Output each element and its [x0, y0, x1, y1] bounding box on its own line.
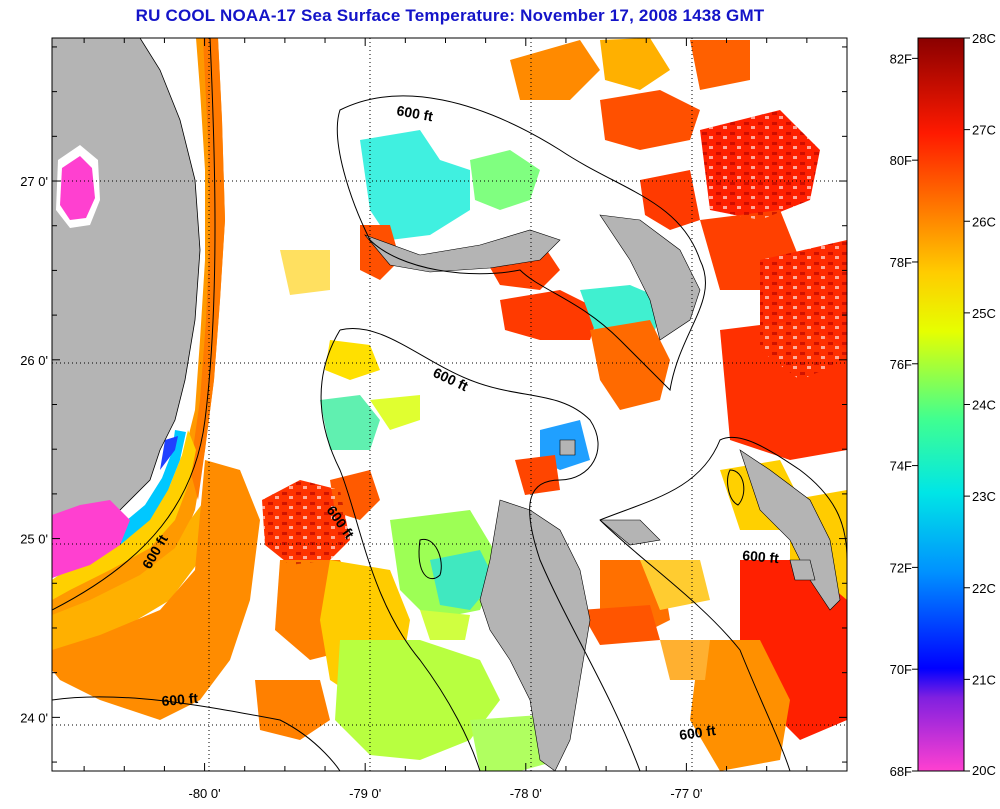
colorbar-celsius-label: 25C — [972, 306, 996, 321]
map-title: RU COOL NOAA-17 Sea Surface Temperature:… — [135, 6, 765, 25]
colorbar-celsius-label: 21C — [972, 672, 996, 687]
map-area — [52, 38, 847, 771]
colorbar-fahrenheit-label: 78F — [890, 255, 912, 270]
colorbar: 82F 80F 78F 76F 74F 72F 70F 68F 28C 27C 26C 25C 24C… — [890, 31, 996, 779]
colorbar-fahrenheit-label: 70F — [890, 662, 912, 677]
contour-label: 600 ft — [395, 102, 434, 124]
lat-tick-label: 25 0' — [20, 532, 48, 547]
colorbar-celsius-label: 20C — [972, 763, 996, 778]
contour-label: 600 ft — [742, 547, 780, 566]
axis-ticks: -80 0' -79 0' -78 0' -77 0' 27 0' 26 0' 25 0' 2… — [20, 38, 847, 801]
lon-tick-label: -79 0' — [349, 786, 381, 801]
lon-tick-label: -77 0' — [670, 786, 702, 801]
colorbar-fahrenheit-label: 76F — [890, 357, 912, 372]
colorbar-fahrenheit-label: 80F — [890, 153, 912, 168]
colorbar-celsius-label: 26C — [972, 214, 996, 229]
land — [52, 38, 841, 771]
graticule — [52, 38, 847, 771]
colorbar-celsius-label: 24C — [972, 398, 996, 413]
colorbar-fahrenheit-label: 82F — [890, 51, 912, 66]
lat-tick-label: 27 0' — [20, 174, 48, 189]
lat-tick-label: 24 0' — [20, 710, 48, 725]
bathymetry-contours — [52, 38, 847, 771]
colorbar-celsius-label: 28C — [972, 31, 996, 46]
colorbar-fahrenheit-label: 68F — [890, 764, 912, 779]
colorbar-celsius-label: 22C — [972, 581, 996, 596]
lon-tick-label: -80 0' — [189, 786, 221, 801]
colorbar-fahrenheit-label: 74F — [890, 459, 912, 474]
lat-tick-label: 26 0' — [20, 353, 48, 368]
colorbar-gradient — [917, 37, 965, 772]
colorbar-fahrenheit-label: 72F — [890, 560, 912, 575]
contour-label: 600 ft — [678, 722, 717, 743]
colorbar-celsius-label: 27C — [972, 123, 996, 138]
colorbar-celsius-label: 23C — [972, 489, 996, 504]
lon-tick-label: -78 0' — [510, 786, 542, 801]
contour-label: 600 ft — [161, 690, 199, 709]
